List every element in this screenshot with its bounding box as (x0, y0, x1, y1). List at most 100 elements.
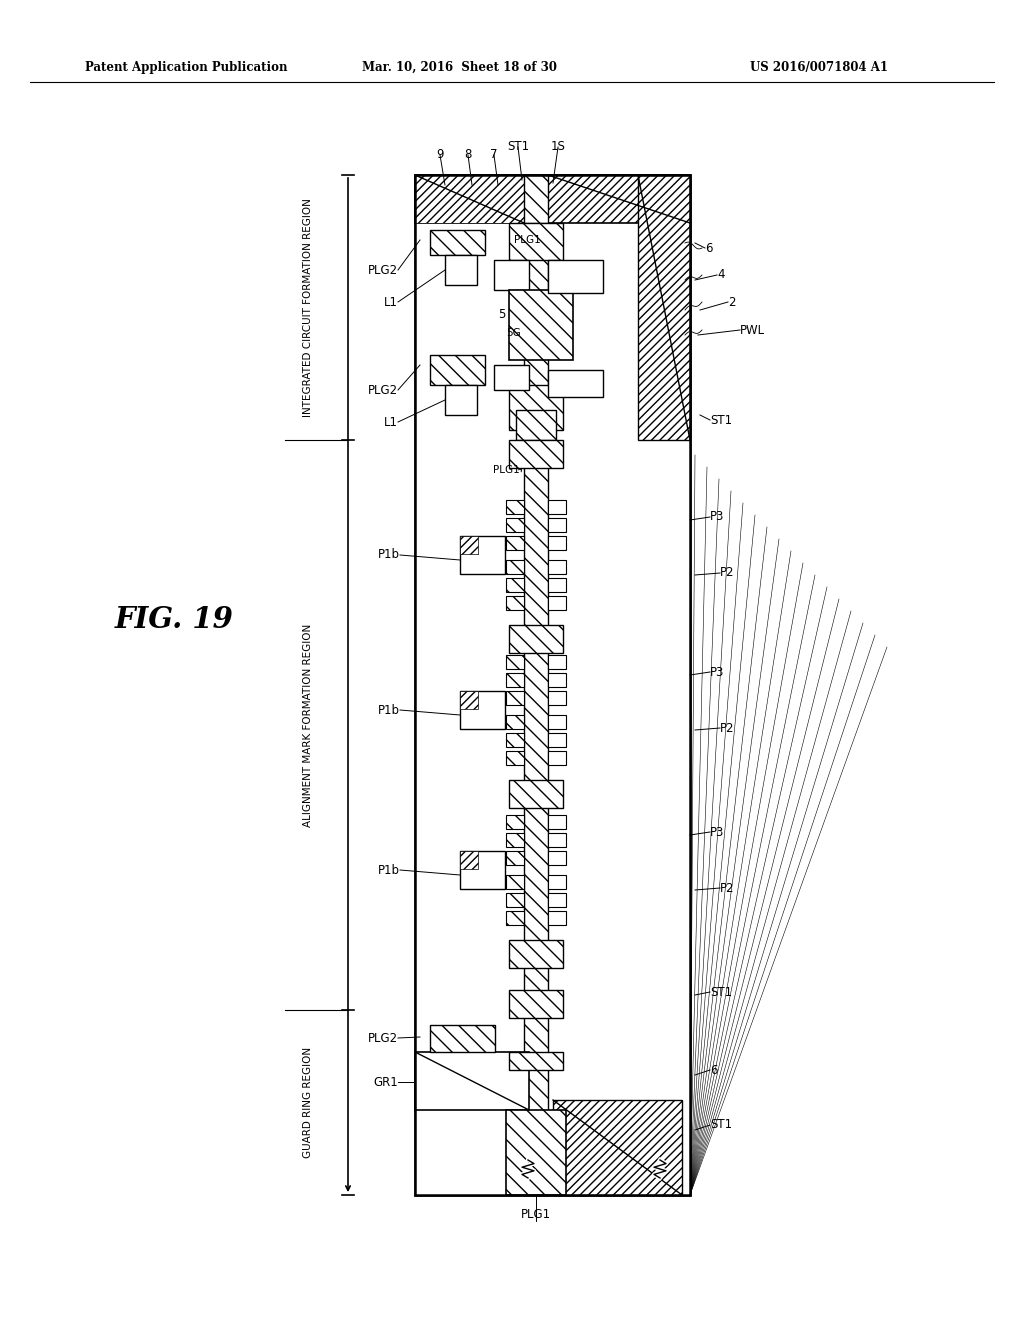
Bar (524, 176, 548, 223)
Bar (460, 536, 505, 574)
Bar (548, 851, 566, 865)
Polygon shape (548, 176, 690, 223)
Bar (506, 851, 524, 865)
Text: PLG1: PLG1 (514, 235, 541, 246)
Bar (509, 290, 573, 360)
Bar (548, 673, 566, 686)
Text: 7: 7 (490, 149, 498, 161)
Bar (548, 517, 566, 532)
Bar (548, 715, 566, 729)
Text: P1b: P1b (378, 549, 400, 561)
Bar (548, 655, 566, 669)
Text: 8: 8 (464, 149, 472, 161)
Text: PWL: PWL (740, 323, 765, 337)
Bar (548, 814, 566, 829)
Text: PLG1: PLG1 (493, 465, 519, 475)
Text: L1: L1 (384, 416, 398, 429)
Bar (415, 176, 690, 1195)
Bar (506, 1110, 566, 1195)
Bar (506, 911, 524, 925)
Bar (506, 751, 524, 766)
Polygon shape (415, 176, 524, 223)
Bar (415, 176, 524, 1195)
Bar (460, 851, 478, 869)
Bar (494, 260, 529, 290)
Bar (506, 500, 524, 513)
Bar (548, 751, 566, 766)
Bar (506, 875, 524, 888)
Bar (415, 176, 690, 1195)
Text: 9: 9 (436, 149, 443, 161)
Bar (509, 1052, 563, 1071)
Text: 5G: 5G (507, 327, 521, 338)
Text: Patent Application Publication: Patent Application Publication (85, 61, 288, 74)
Text: ST1: ST1 (710, 1118, 732, 1131)
Text: FIG. 19: FIG. 19 (115, 606, 233, 635)
Text: PLG2: PLG2 (368, 384, 398, 396)
Bar (445, 255, 477, 285)
Bar (506, 655, 524, 669)
Bar (638, 176, 690, 440)
Bar (445, 385, 477, 414)
Bar (506, 733, 524, 747)
Text: GR1: GR1 (374, 1076, 398, 1089)
Text: P2: P2 (720, 722, 734, 734)
Bar (509, 624, 563, 653)
Text: 6: 6 (705, 242, 713, 255)
Bar (548, 875, 566, 888)
Bar (506, 894, 524, 907)
Bar (460, 536, 478, 554)
Bar (506, 673, 524, 686)
Bar (548, 260, 603, 293)
Bar (548, 500, 566, 513)
Bar (460, 690, 505, 729)
Text: 1S: 1S (551, 140, 565, 153)
Text: ST1: ST1 (710, 413, 732, 426)
Bar (430, 355, 485, 385)
Text: US 2016/0071804 A1: US 2016/0071804 A1 (750, 61, 888, 74)
Text: L1: L1 (384, 296, 398, 309)
Bar (506, 814, 524, 829)
Bar (516, 411, 556, 440)
Bar (506, 578, 524, 591)
Text: PLG2: PLG2 (368, 1031, 398, 1044)
Bar (548, 578, 566, 591)
Bar (548, 536, 566, 550)
Text: P1b: P1b (378, 863, 400, 876)
Bar (509, 990, 563, 1018)
Text: GUARD RING REGION: GUARD RING REGION (303, 1047, 313, 1158)
Text: P3: P3 (710, 825, 724, 838)
Bar (509, 385, 563, 430)
Bar (509, 940, 563, 968)
Bar (506, 715, 524, 729)
Bar (509, 223, 563, 260)
Bar (548, 597, 566, 610)
Bar (460, 690, 478, 709)
Bar (509, 780, 563, 808)
Text: PLG1: PLG1 (521, 1209, 551, 1221)
Text: INTEGRATED CIRCUIT FORMATION REGION: INTEGRATED CIRCUIT FORMATION REGION (303, 198, 313, 417)
Bar (506, 833, 524, 847)
Text: 4: 4 (717, 268, 725, 281)
Bar (553, 1100, 682, 1195)
Bar (430, 1026, 495, 1052)
Text: 5: 5 (499, 309, 506, 322)
Text: ST1: ST1 (710, 986, 732, 998)
Bar (506, 536, 524, 550)
Text: P3: P3 (710, 665, 724, 678)
Bar (548, 833, 566, 847)
Bar (415, 176, 690, 1195)
Bar (548, 733, 566, 747)
Bar (415, 1052, 529, 1110)
Bar (494, 366, 529, 389)
Text: ALIGNMENT MARK FORMATION REGION: ALIGNMENT MARK FORMATION REGION (303, 623, 313, 826)
Bar (548, 894, 566, 907)
Bar (430, 230, 485, 255)
Bar (548, 560, 566, 574)
Text: 2: 2 (728, 296, 735, 309)
Text: 6: 6 (710, 1064, 718, 1077)
Bar (506, 690, 524, 705)
Bar (524, 176, 548, 1195)
Bar (506, 597, 524, 610)
Text: P1b: P1b (378, 704, 400, 717)
